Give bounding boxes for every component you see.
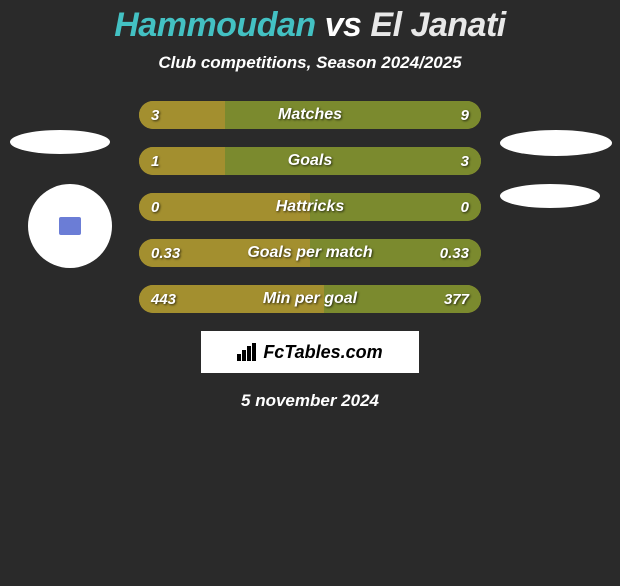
comparison-bars: 39Matches 13Goals 00Hattricks 0.330.33Goals…: [139, 101, 481, 313]
bar-right: [310, 239, 481, 267]
bar-right: [324, 285, 481, 313]
bar-left: [139, 101, 225, 129]
date: 5 november 2024: [0, 391, 620, 411]
title-mid: vs: [316, 6, 371, 44]
bar-left: [139, 239, 310, 267]
decor-ellipse-left: [10, 130, 110, 154]
stat-row-2: 00Hattricks: [139, 193, 481, 221]
bars-icon: [237, 343, 257, 361]
stat-row-3: 0.330.33Goals per match: [139, 239, 481, 267]
stat-row-0: 39Matches: [139, 101, 481, 129]
fctables-logo: FcTables.com: [201, 331, 419, 373]
bar-right: [225, 101, 482, 129]
bar-right: [310, 193, 481, 221]
subtitle: Club competitions, Season 2024/2025: [0, 53, 620, 73]
title-left: Hammoudan: [114, 6, 315, 44]
bar-right: [225, 147, 482, 175]
page-title: Hammoudan vs El Janati: [0, 6, 620, 45]
stat-row-1: 13Goals: [139, 147, 481, 175]
bar-left: [139, 147, 225, 175]
stat-row-4: 443377Min per goal: [139, 285, 481, 313]
decor-ellipse-right-2: [500, 184, 600, 208]
title-right: El Janati: [370, 6, 505, 44]
logo-text: FcTables.com: [263, 342, 382, 363]
image-placeholder-icon: [59, 217, 81, 235]
decor-circle-left: [28, 184, 112, 268]
decor-ellipse-right: [500, 130, 612, 156]
bar-left: [139, 193, 310, 221]
bar-left: [139, 285, 324, 313]
